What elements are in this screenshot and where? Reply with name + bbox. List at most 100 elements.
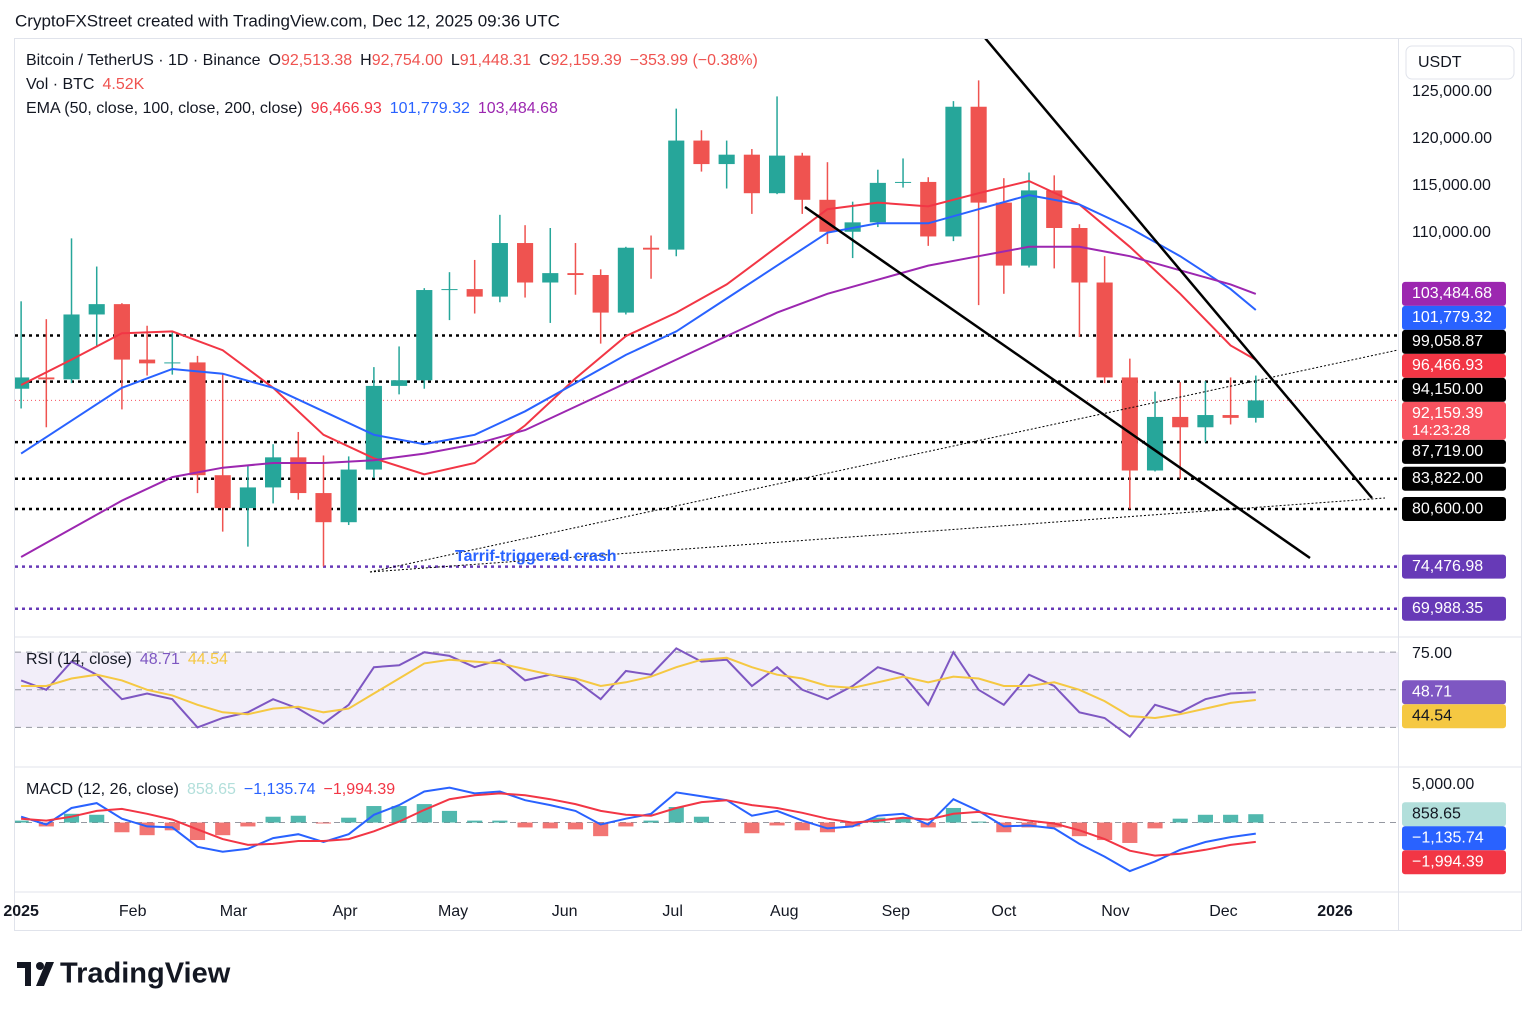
histogram-bar xyxy=(744,822,760,834)
histogram-bar xyxy=(467,820,483,823)
price-tag-label: 92,159.39 xyxy=(1412,405,1483,422)
legend: RSI (14, close) 48.71 44.54 xyxy=(26,651,228,668)
candle-body xyxy=(693,140,710,165)
ohlc-key: L xyxy=(451,52,460,69)
price-tag xyxy=(1402,497,1506,522)
ohlc-key: C xyxy=(539,52,551,69)
histogram-bar xyxy=(391,806,407,823)
candle-body xyxy=(15,377,30,389)
histogram-bar xyxy=(1147,822,1163,829)
histogram-bar xyxy=(114,822,130,833)
candle-body xyxy=(1222,415,1239,418)
histogram-bar xyxy=(567,822,584,830)
legend: Bitcoin / TetherUS · 1D · Binance O92,513… xyxy=(26,52,758,69)
price-tag xyxy=(1402,401,1506,440)
histogram-bar xyxy=(315,822,332,824)
change: −353.99 (−0.38%) xyxy=(630,52,758,69)
price-tag-label: 101,779.32 xyxy=(1412,309,1492,326)
logo-icon xyxy=(36,962,44,970)
histogram-bar xyxy=(1122,822,1138,843)
ohlc-value: 92,513.38 xyxy=(281,52,352,69)
candle-body xyxy=(643,247,660,250)
logo-text: TradingView xyxy=(60,958,231,990)
price-tag-label: 69,988.35 xyxy=(1412,600,1483,617)
candle-body xyxy=(592,274,609,313)
ohlc-value: 91,448.31 xyxy=(460,52,531,69)
price-tag xyxy=(1402,826,1506,851)
x-tick-label: Aug xyxy=(770,903,798,920)
y-tick-label: 5,000.00 xyxy=(1412,776,1474,793)
histogram-bar xyxy=(1248,814,1264,823)
currency-box[interactable] xyxy=(1405,45,1515,80)
legend: MACD (12, 26, close) 858.65 −1,135.74 −1,99… xyxy=(26,781,395,798)
candle-body xyxy=(1020,190,1038,266)
candle-body xyxy=(1096,282,1113,378)
candle-body xyxy=(970,106,987,203)
line-series xyxy=(20,647,1256,739)
price-tag xyxy=(1402,466,1506,491)
histogram-bar xyxy=(542,822,558,829)
histogram-bar xyxy=(618,822,634,827)
histogram-bar xyxy=(668,807,684,823)
price-tag xyxy=(1402,377,1506,402)
candle-body xyxy=(542,273,559,283)
price-tag-label: 96,466.93 xyxy=(1412,357,1483,374)
candle-body xyxy=(1071,227,1088,283)
candle-body xyxy=(63,314,80,380)
ema-value: 101,779.32 xyxy=(390,100,470,117)
candle-body xyxy=(1247,400,1264,418)
histogram-bar xyxy=(89,814,105,823)
candle-body xyxy=(214,475,231,509)
candle-body xyxy=(113,304,130,360)
price-tag-label: 99,058.87 xyxy=(1412,333,1483,350)
price-tag xyxy=(1402,305,1506,330)
histogram-bar xyxy=(593,822,609,837)
candle-body xyxy=(239,487,256,509)
currency-label: USDT xyxy=(1418,54,1462,71)
ohlc-key: O xyxy=(268,52,280,69)
indicator-value: 48.71 xyxy=(140,651,180,668)
price-tag xyxy=(1402,329,1506,354)
line-series xyxy=(21,656,1256,720)
x-tick-label: Mar xyxy=(220,903,248,920)
y-tick-label: 110,000.00 xyxy=(1412,224,1491,241)
annotation: Tarrif-triggered crash xyxy=(455,548,617,565)
macd-pane xyxy=(15,786,1398,873)
x-tick-label: 2025 xyxy=(3,903,39,920)
histogram-bar xyxy=(63,813,80,823)
histogram-bar xyxy=(15,820,29,823)
price-tag xyxy=(1402,353,1506,378)
price-tag xyxy=(1402,802,1506,827)
ema-value: 96,466.93 xyxy=(311,100,382,117)
candle-body xyxy=(668,140,685,250)
attribution: CryptoFXStreet created with TradingView.… xyxy=(15,11,560,30)
price-tag xyxy=(1402,596,1506,621)
ohlc-key: H xyxy=(360,52,372,69)
histogram-bar xyxy=(492,820,508,823)
candle-body xyxy=(1146,416,1164,471)
candle-body xyxy=(88,304,105,315)
histogram-bar xyxy=(945,807,961,823)
y-tick-label: 75.00 xyxy=(1412,645,1452,662)
histogram-bar xyxy=(265,816,281,823)
price-tag xyxy=(1402,680,1506,705)
price-tag-label: 94,150.00 xyxy=(1412,381,1483,398)
countdown: 14:23:28 xyxy=(1412,422,1470,439)
line-series xyxy=(20,179,1257,476)
price-tag-label: 103,484.68 xyxy=(1412,285,1492,302)
candle-body xyxy=(1197,415,1214,428)
indicator-value: −1,135.74 xyxy=(244,781,316,798)
histogram-bar xyxy=(1223,814,1239,823)
candle-body xyxy=(340,469,357,523)
candle-body xyxy=(718,154,735,165)
trendline xyxy=(369,349,1398,573)
histogram-bar xyxy=(1097,822,1113,841)
logo-icon xyxy=(25,962,31,986)
x-tick-label: 2026 xyxy=(1317,903,1353,920)
symbol-title: Bitcoin / TetherUS · 1D · Binance xyxy=(26,52,261,69)
price-tag xyxy=(1402,554,1506,579)
logo-icon xyxy=(36,962,54,986)
volume-title: Vol · BTC xyxy=(26,76,94,93)
legend: EMA (50, close, 100, close, 200, close) 9… xyxy=(26,100,558,117)
indicator-title: MACD (12, 26, close) xyxy=(26,781,179,798)
